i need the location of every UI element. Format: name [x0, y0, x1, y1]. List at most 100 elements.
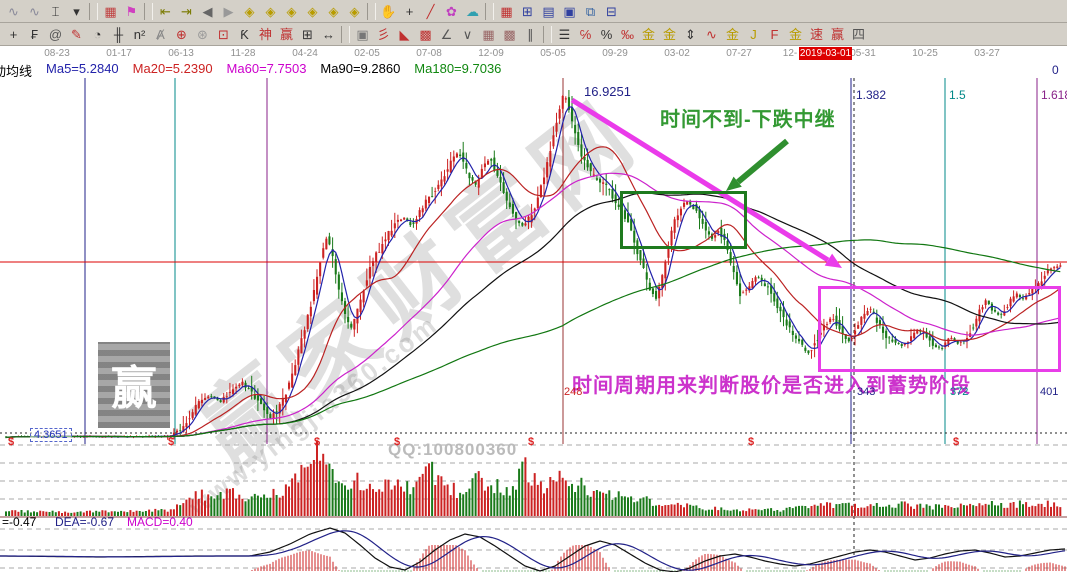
diamond-compress-icon[interactable]: ◈	[328, 3, 339, 19]
pencil-ruler-icon[interactable]: ✎	[71, 26, 82, 42]
money-marker: $	[8, 436, 15, 448]
date-label: 05-05	[540, 48, 566, 59]
print-icon[interactable]: ⊟	[606, 3, 617, 19]
go-last-icon[interactable]: ⇥	[181, 3, 192, 19]
diamond-expand-all-icon[interactable]: ◈	[349, 3, 360, 19]
speed-angle-icon[interactable]: 速	[809, 26, 823, 42]
screenshot-icon[interactable]: ⧉	[585, 3, 596, 19]
ying-angle-icon[interactable]: 赢	[830, 26, 844, 42]
ribbon-tool-icon[interactable]: ✿	[446, 3, 457, 19]
toolbar-separator	[89, 2, 98, 20]
box-target-icon[interactable]: ⊡	[218, 26, 229, 42]
gold-angle-icon[interactable]: 金	[788, 26, 802, 42]
forward-icon[interactable]: ▶	[223, 3, 234, 19]
magenta-accumulation-box[interactable]	[818, 286, 1061, 372]
trendline-tool-icon[interactable]: ╱	[426, 3, 435, 19]
save-icon[interactable]: ▣	[563, 3, 576, 19]
notes-icon[interactable]: ▤	[542, 3, 555, 19]
angle-line-icon[interactable]: ∠	[440, 26, 453, 42]
date-label: 06-13	[168, 48, 194, 59]
highlighted-date-badge[interactable]: 2019-03-01	[799, 47, 852, 60]
calendar-icon[interactable]: ▦	[500, 3, 513, 19]
date-label: 04-24	[292, 48, 318, 59]
box-frame-icon[interactable]: ▣	[356, 26, 369, 42]
ruler-ticks-icon[interactable]: ╫	[113, 26, 124, 42]
diamond-h-expand-icon[interactable]: ◈	[286, 3, 297, 19]
fan-icon[interactable]: ◣	[399, 26, 410, 42]
ma-value-label: Ma90=9.2860	[320, 61, 401, 76]
diamond-left-arrow-icon[interactable]: ◈	[244, 3, 255, 19]
crosshair-tool-icon[interactable]: +	[405, 3, 414, 19]
toolbar-separator	[543, 25, 552, 43]
parallel-lines-icon[interactable]: ∥	[527, 26, 534, 42]
e-ruler-icon[interactable]: ☰	[558, 26, 571, 42]
back-icon[interactable]: ◀	[202, 3, 213, 19]
n-squared-icon[interactable]: n²	[133, 26, 146, 42]
date-label: 09-29	[602, 48, 628, 59]
cycle-circle-icon[interactable]: ◔	[93, 26, 102, 42]
candlestick-series	[5, 90, 1062, 440]
date-label: 03-02	[664, 48, 690, 59]
volume-series	[5, 440, 1062, 516]
f-tool-icon[interactable]: ₣	[30, 26, 39, 42]
pattern-stamp-icon[interactable]: ▦	[104, 3, 117, 19]
percent-retrace-icon[interactable]: ℅	[579, 26, 592, 42]
gold-circle-icon[interactable]: 金	[641, 26, 655, 42]
go-first-icon[interactable]: ⇤	[160, 3, 171, 19]
brand-logo-watermark: 赢	[98, 342, 170, 428]
money-marker: $	[168, 436, 175, 448]
cloud-tool-icon[interactable]: ☁	[466, 3, 479, 19]
ruler-123-icon[interactable]: ⊞	[302, 26, 313, 42]
v-shape-icon[interactable]: ∨	[462, 26, 473, 42]
annotation-downtrend-relay: 时间不到-下跌中继	[660, 109, 836, 131]
money-marker: $	[314, 436, 321, 448]
ma-values-row: 动均线 Ma5=5.2840 Ma20=5.2390 Ma60=7.7503 Ma90=…	[0, 61, 515, 80]
gold-section-icon[interactable]: 金	[662, 26, 676, 42]
color-flag-icon[interactable]: ⚑	[125, 3, 138, 19]
circle-target-icon[interactable]: ⊕	[176, 26, 187, 42]
wave-tool-icon[interactable]: ∿	[706, 26, 717, 42]
green-consolidation-box[interactable]	[620, 191, 747, 249]
step-chart-3-icon[interactable]: ∿	[8, 3, 19, 19]
tool-cross-icon[interactable]: +	[9, 26, 18, 42]
candle-style-dropdown-icon[interactable]: ▾	[73, 3, 80, 19]
k-line-mark-icon[interactable]: Ƙ	[240, 26, 249, 42]
candle-style-icon[interactable]: ⌶	[51, 3, 60, 19]
width-measure-icon[interactable]: ↔	[322, 26, 335, 42]
date-label: 07-27	[726, 48, 752, 59]
permille-icon[interactable]: ‰	[621, 26, 634, 42]
gray-target-icon[interactable]: ⊛	[197, 26, 208, 42]
date-label: 12-	[782, 48, 798, 59]
four-angle-icon[interactable]: 四	[851, 26, 865, 42]
letter-line-icon[interactable]: Ⱥ	[156, 26, 165, 42]
rays-icon[interactable]: 彡	[376, 26, 390, 42]
spiral-tool-icon[interactable]: @	[48, 26, 63, 42]
hand-tool-icon[interactable]: ✋	[380, 3, 397, 19]
calculator-icon[interactable]: ⊞	[522, 3, 533, 19]
f-angle-icon[interactable]: F	[770, 26, 779, 42]
grid-dense-icon[interactable]: ▩	[503, 26, 516, 42]
toolbar-separator	[144, 2, 153, 20]
toolbar-separator	[341, 25, 350, 43]
percent-icon[interactable]: %	[600, 26, 613, 42]
diamond-right-arrow-icon[interactable]: ◈	[265, 3, 276, 19]
ma5-line	[5, 106, 1061, 438]
green-pointer-arrow[interactable]	[726, 138, 789, 191]
ying-tool-icon[interactable]: 赢	[279, 26, 293, 42]
j-angle-icon[interactable]: J	[750, 26, 757, 42]
ma-value-label: Ma180=9.7036	[414, 61, 502, 76]
gold-box-icon[interactable]: 金	[725, 26, 739, 42]
grid-icon[interactable]: ▦	[482, 26, 495, 42]
bar-count-label: 372	[950, 386, 969, 398]
v-measure-icon[interactable]: ⇕	[685, 26, 696, 42]
diamond-v-expand-icon[interactable]: ◈	[307, 3, 318, 19]
qq-watermark: QQ:100800360	[388, 440, 518, 459]
magenta-down-arrow[interactable]	[570, 97, 842, 268]
money-marker: $	[394, 436, 401, 448]
gann-box-icon[interactable]: ▩	[419, 26, 432, 42]
shen-tool-icon[interactable]: 神	[258, 26, 272, 42]
ma-value-label: Ma60=7.7503	[226, 61, 307, 76]
step-chart-9-icon[interactable]: ∿	[29, 3, 40, 19]
